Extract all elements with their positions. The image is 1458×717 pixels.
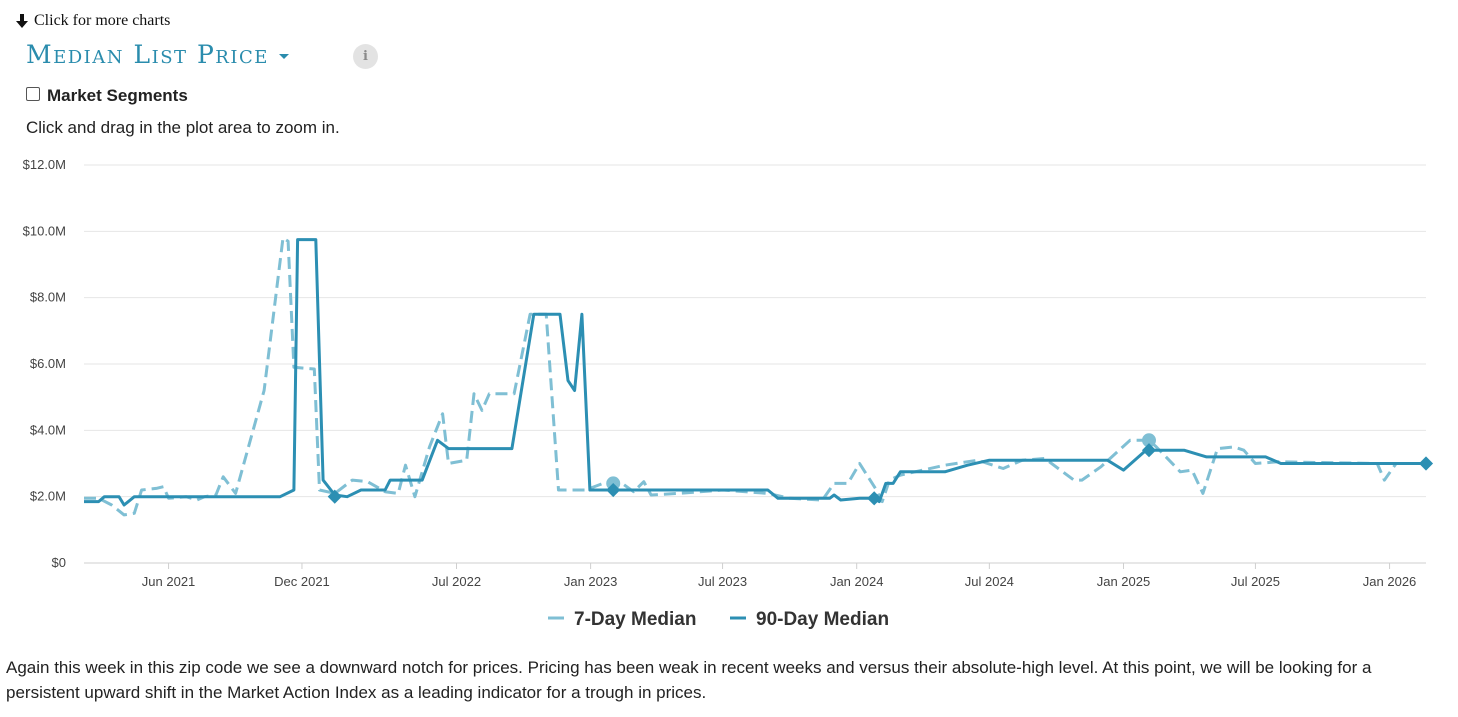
- info-icon[interactable]: i: [353, 44, 378, 69]
- x-tick-label: Jan 2023: [564, 574, 618, 589]
- arrow-down-icon: [16, 14, 28, 28]
- y-tick-label: $4.0M: [30, 422, 66, 437]
- x-tick-label: Jul 2024: [965, 574, 1014, 589]
- data-point-7day: [1141, 433, 1156, 448]
- legend-layer: 7-Day Median 90-Day Median: [548, 609, 889, 630]
- info-symbol: i: [363, 49, 368, 64]
- x-tick-label: Jul 2023: [698, 574, 747, 589]
- y-tick-label: $0: [52, 555, 66, 570]
- x-tick-label: Jul 2025: [1231, 574, 1280, 589]
- series-layer: [84, 236, 1434, 517]
- legend-label-7day: 7-Day Median: [574, 609, 696, 630]
- x-tick-label: Jan 2024: [830, 574, 884, 589]
- y-tick-label: $8.0M: [30, 290, 66, 305]
- median-list-price-chart[interactable]: $0 $2.0M $4.0M $6.0M $8.0M $10.0M $12.0M Jun 20…: [0, 150, 1458, 645]
- grid-layer: [84, 164, 1426, 564]
- market-segments-toggle[interactable]: Market Segments: [26, 86, 188, 106]
- x-tick-label: Jun 2021: [142, 574, 196, 589]
- chart-title-dropdown[interactable]: Median List Price: [26, 40, 289, 69]
- market-segments-label: Market Segments: [47, 86, 188, 105]
- y-tick-label: $2.0M: [30, 489, 66, 504]
- data-point-90day: [867, 491, 882, 506]
- zoom-hint: Click and drag in the plot area to zoom …: [26, 118, 340, 137]
- x-tick-label: Dec 2021: [274, 574, 330, 589]
- y-tick-label: $10.0M: [23, 223, 66, 238]
- x-tick-label: Jan 2025: [1097, 574, 1151, 589]
- caret-down-icon: [278, 54, 289, 59]
- y-tick-label: $6.0M: [30, 356, 66, 371]
- legend-label-90day: 90-Day Median: [756, 609, 889, 630]
- market-description: Again this week in this zip code we see …: [6, 658, 1372, 702]
- data-point-90day: [1141, 443, 1157, 458]
- market-segments-checkbox[interactable]: [26, 87, 40, 101]
- y-tick-label: $12.0M: [23, 157, 66, 172]
- chart-title[interactable]: Median List Price: [26, 40, 269, 69]
- series-line-90day: [84, 238, 1426, 507]
- more-charts-link[interactable]: Click for more charts: [14, 12, 170, 30]
- x-tick-label: Jul 2022: [432, 574, 481, 589]
- data-point-90day: [327, 489, 342, 504]
- more-charts-label: Click for more charts: [34, 12, 171, 29]
- axis-layer: $0 $2.0M $4.0M $6.0M $8.0M $10.0M $12.0M Jun 20…: [23, 157, 1417, 589]
- series-line-7day: [84, 236, 1416, 517]
- data-point-90day: [1418, 456, 1434, 471]
- x-tick-label: Jan 2026: [1363, 574, 1417, 589]
- data-point-90day: [606, 482, 621, 498]
